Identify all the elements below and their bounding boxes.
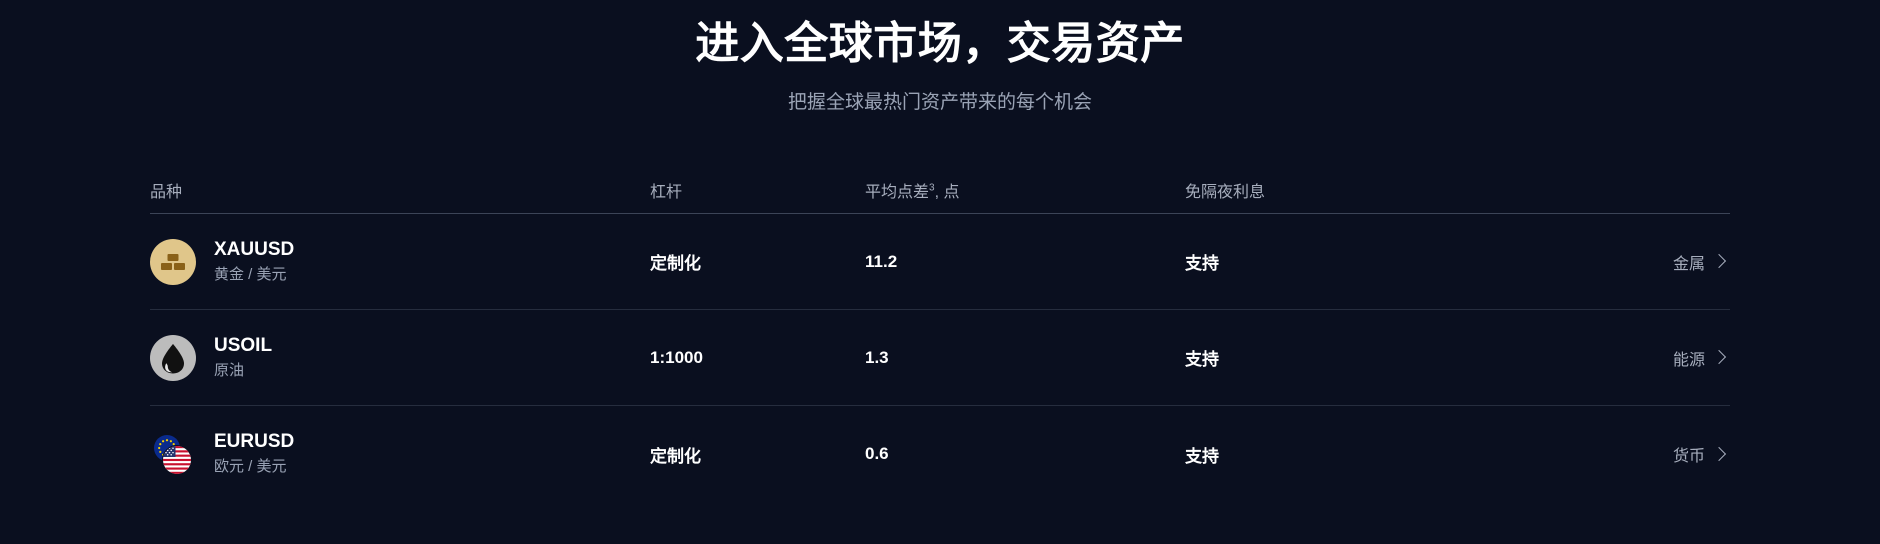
swap-free-value: 支持 xyxy=(1185,350,1219,369)
column-header-spread-text: 平均点差 xyxy=(865,183,930,201)
page-subtitle: 把握全球最热门资产带来的每个机会 xyxy=(787,92,1092,113)
category-cell: 能源 xyxy=(1545,346,1730,370)
chevron-right-icon xyxy=(1711,349,1727,365)
instrument-cell: XAUUSD 黄金 / 美元 xyxy=(150,238,650,286)
instruments-table: 品种 杠杆 平均点差3, 点 免隔夜利息 XAUUSD 黄金 xyxy=(150,116,1730,502)
category-label: 货币 xyxy=(1672,448,1705,465)
instrument-text: EURUSD 欧元 / 美元 xyxy=(214,430,294,478)
swap-free-value: 支持 xyxy=(1185,446,1219,466)
instrument-symbol: EURUSD xyxy=(214,431,295,452)
table-row[interactable]: XAUUSD 黄金 / 美元 定制化 11.2 支持 金属 xyxy=(150,214,1730,310)
leverage-value: 定制化 xyxy=(650,446,701,466)
table-row[interactable]: USOIL 原油 1:1000 1.3 支持 能源 xyxy=(150,310,1730,406)
instrument-text: USOIL 原油 xyxy=(214,334,272,382)
category-label: 金属 xyxy=(1672,255,1705,273)
column-header-spread: 平均点差3, 点 xyxy=(865,178,1185,202)
column-header-spread-footnote: 3 xyxy=(929,182,935,194)
instrument-symbol: USOIL xyxy=(214,334,273,356)
category-link[interactable]: 货币 xyxy=(1672,442,1727,466)
instrument-text: XAUUSD 黄金 / 美元 xyxy=(214,238,294,286)
gold-bars-icon xyxy=(150,238,196,285)
instrument-description: 黄金 / 美元 xyxy=(214,265,287,283)
category-cell: 金属 xyxy=(1545,250,1730,274)
table-row[interactable]: EURUSD 欧元 / 美元 定制化 0.6 支持 货币 xyxy=(150,406,1730,502)
column-header-instrument: 品种 xyxy=(150,183,183,201)
column-header-spread-suffix: , 点 xyxy=(934,183,960,201)
spread-value: 11.2 xyxy=(865,251,898,271)
spread-value: 1.3 xyxy=(865,347,889,367)
instrument-symbol: XAUUSD xyxy=(214,238,295,260)
instrument-cell: USOIL 原油 xyxy=(150,334,650,382)
swap-free-value: 支持 xyxy=(1185,254,1219,273)
chevron-right-icon xyxy=(1711,446,1727,461)
category-cell: 货币 xyxy=(1545,442,1730,466)
chevron-right-icon xyxy=(1711,253,1727,269)
category-label: 能源 xyxy=(1672,351,1705,369)
oil-drop-icon xyxy=(150,334,196,381)
eur-usd-flags-icon xyxy=(150,431,196,477)
page-title: 进入全球市场，交易资产 xyxy=(695,19,1185,68)
table-header-row: 品种 杠杆 平均点差3, 点 免隔夜利息 xyxy=(150,166,1730,214)
instrument-description: 原油 xyxy=(214,361,245,379)
instrument-cell: EURUSD 欧元 / 美元 xyxy=(150,430,650,478)
spread-value: 0.6 xyxy=(865,444,889,463)
category-link[interactable]: 金属 xyxy=(1672,250,1727,274)
category-link[interactable]: 能源 xyxy=(1672,346,1727,370)
leverage-value: 定制化 xyxy=(650,254,701,273)
leverage-value: 1:1000 xyxy=(650,347,703,367)
hero-section: 进入全球市场，交易资产 把握全球最热门资产带来的每个机会 xyxy=(0,0,1880,116)
column-header-leverage: 杠杆 xyxy=(650,183,683,201)
instrument-description: 欧元 / 美元 xyxy=(214,458,287,475)
column-header-swap-free: 免隔夜利息 xyxy=(1185,183,1266,201)
